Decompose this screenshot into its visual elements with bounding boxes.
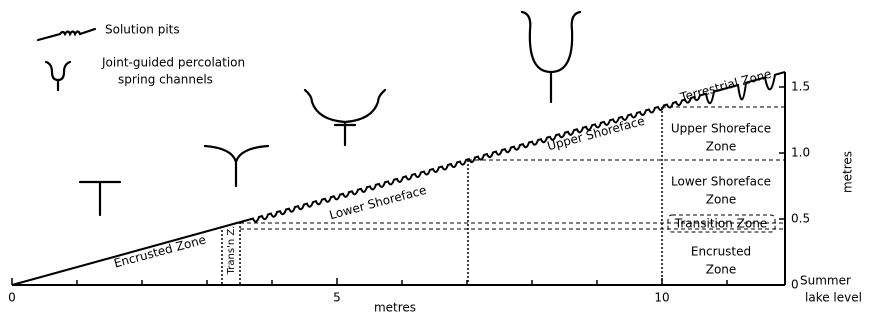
slope-label: Trans'n Z. bbox=[226, 226, 237, 276]
y-tick-label: 1.0 bbox=[791, 146, 810, 160]
channel-cup bbox=[305, 90, 385, 145]
zone-label: Zone bbox=[706, 263, 737, 277]
x-axis-label: metres bbox=[374, 301, 416, 315]
slope-label: Upper Shoreface bbox=[546, 114, 647, 153]
legend-text: spring channels bbox=[118, 73, 213, 87]
zone-label: Upper Shoreface bbox=[671, 122, 771, 136]
baseline-label: lake level bbox=[805, 291, 862, 305]
slope-profile bbox=[12, 72, 785, 285]
channel-t bbox=[80, 182, 120, 215]
x-tick-label: 10 bbox=[654, 291, 669, 305]
zone-label: Transition Zone bbox=[674, 217, 767, 231]
zone-label: Lower Shoreface bbox=[671, 175, 771, 189]
zone-label: Encrusted bbox=[691, 245, 751, 259]
slope-label: Lower Shoreface bbox=[328, 183, 428, 222]
pits-symbol bbox=[38, 29, 95, 40]
channel-y bbox=[205, 146, 268, 186]
slope-label: Encrusted Zone bbox=[112, 233, 207, 271]
legend-text: Solution pits bbox=[105, 23, 180, 37]
zone-label: Zone bbox=[706, 140, 737, 154]
channel-symbol bbox=[46, 62, 70, 90]
y-axis-label: metres bbox=[841, 151, 855, 193]
x-tick-label: 5 bbox=[333, 291, 341, 305]
x-tick-label: 0 bbox=[8, 291, 16, 305]
baseline-label: Summer bbox=[800, 274, 851, 288]
y-tick-label: 1.5 bbox=[791, 80, 810, 94]
diagram: Solution pits Joint-guided percolation s… bbox=[0, 0, 871, 318]
y-tick-label: 0 bbox=[791, 278, 799, 292]
y-tick-label: 0.5 bbox=[791, 212, 810, 226]
legend-text: Joint-guided percolation bbox=[101, 56, 245, 70]
zone-label: Zone bbox=[706, 193, 737, 207]
slope-label: Terrestrial Zone bbox=[678, 67, 773, 105]
channel-tall bbox=[522, 12, 580, 102]
